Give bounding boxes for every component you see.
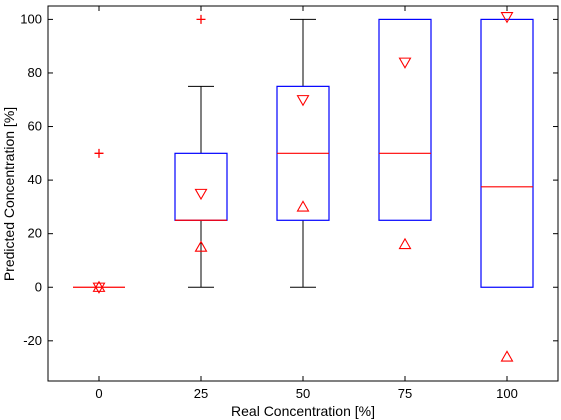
y-tick-label: 0 xyxy=(35,279,42,294)
x-tick-label: 75 xyxy=(398,386,412,401)
x-tick-label: 0 xyxy=(95,386,102,401)
y-tick-label: -20 xyxy=(23,333,42,348)
ci-low-triangle-up xyxy=(194,240,208,252)
ci-low-triangle-up xyxy=(92,280,106,292)
box-iqr xyxy=(378,18,432,221)
y-tick-label: 60 xyxy=(28,119,42,134)
y-tick-label: 40 xyxy=(28,172,42,187)
ci-low-triangle-up xyxy=(500,350,514,362)
ci-high-triangle-down xyxy=(194,188,208,201)
ci-high-triangle-down xyxy=(500,12,514,24)
x-tick-label: 100 xyxy=(496,386,518,401)
ci-low-triangle-up xyxy=(398,237,412,250)
x-tick-label: 25 xyxy=(194,386,208,401)
ci-high-triangle-down xyxy=(296,95,310,107)
outlier-marker xyxy=(196,14,206,24)
y-tick-label: 100 xyxy=(20,11,42,26)
box-iqr xyxy=(480,18,534,288)
x-tick-label: 50 xyxy=(296,386,310,401)
ci-high-triangle-down xyxy=(398,57,412,69)
y-tick-label: 80 xyxy=(28,65,42,80)
outlier-marker xyxy=(94,148,104,158)
y-tick-label: 20 xyxy=(28,226,42,241)
ci-high-triangle-down xyxy=(92,282,106,294)
box-iqr xyxy=(174,152,228,221)
x-axis-title: Real Concentration [%] xyxy=(231,403,375,419)
y-axis-title: Predicted Concentration [%] xyxy=(1,107,17,281)
ci-low-triangle-up xyxy=(296,200,310,212)
